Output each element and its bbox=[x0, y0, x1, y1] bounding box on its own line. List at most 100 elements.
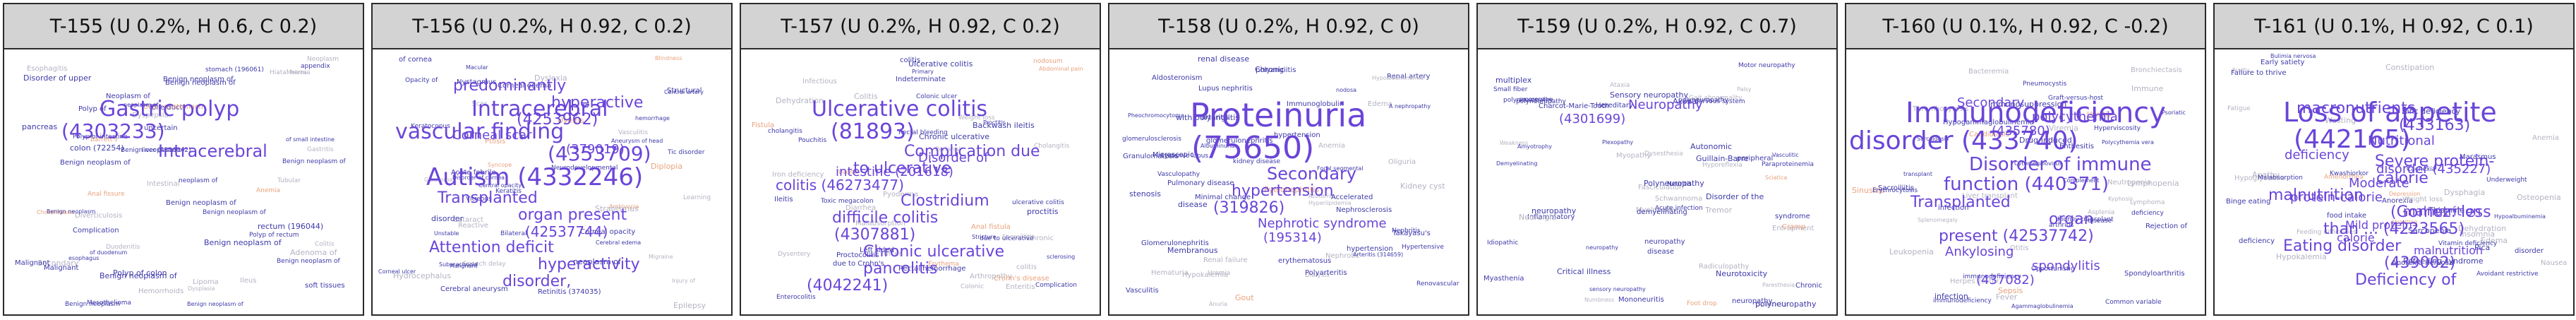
cloud-word-emphasis: Autism (4332246) bbox=[426, 163, 644, 191]
cloud-word: Focal segmental bbox=[1317, 165, 1364, 172]
cloud-word: Bacteremia bbox=[1968, 68, 2009, 76]
cloud-word-emphasis: (195314) bbox=[1263, 230, 1322, 245]
cloud-word: Benign neoplasm of bbox=[100, 271, 177, 280]
cloud-word: Immunoglobulin bbox=[1287, 100, 1344, 108]
cloud-word: Benign neoplasm of bbox=[60, 159, 131, 167]
cloud-word: Dehydration bbox=[776, 96, 824, 105]
cloud-word-emphasis: Intracerebral bbox=[158, 141, 267, 161]
cloud-word: Bronchiectasis bbox=[2131, 66, 2182, 74]
cloud-word: colitis bbox=[1016, 263, 1037, 271]
cloud-word: Scar bbox=[471, 100, 488, 108]
cloud-word: Autonomic bbox=[1690, 142, 1733, 151]
cloud-word: Critical illness bbox=[1557, 267, 1611, 276]
cloud-word: Bulimia nervosa bbox=[2270, 53, 2316, 59]
cloud-word: Thrombocytosis bbox=[1913, 105, 1969, 113]
cloud-word-emphasis: Intracerebral bbox=[471, 97, 608, 122]
cloud-word: pancreas bbox=[22, 122, 58, 131]
cloud-word: Vitamin deficiency bbox=[2438, 240, 2498, 247]
cloud-word: Renal artery bbox=[1387, 73, 1431, 81]
cloud-word: Iritis bbox=[2041, 137, 2057, 145]
cloud-word-emphasis: (433163) bbox=[2399, 117, 2471, 134]
cloud-word: Chronic bbox=[1795, 282, 1822, 290]
cloud-word: disease bbox=[2088, 218, 2112, 225]
cloud-word: Systemic lupus bbox=[1160, 153, 1209, 160]
cloud-word: of cornea bbox=[399, 56, 432, 64]
cloud-word: Iron deficiency bbox=[772, 171, 824, 179]
cloud-word: Erythema bbox=[928, 261, 959, 268]
cloud-word: Chronic bbox=[1255, 65, 1284, 74]
cloud-word: Lupus nephritis bbox=[1198, 85, 1253, 93]
cloud-word: Arthropathy bbox=[970, 273, 1012, 280]
cloud-word: Malabsorption bbox=[855, 220, 905, 227]
cloud-word-emphasis: intestine (201618) bbox=[836, 165, 953, 179]
cloud-word: Dysplasia bbox=[188, 285, 215, 292]
cloud-word: Benign neoplasm of bbox=[282, 158, 346, 165]
cloud-word: Weakness bbox=[1500, 140, 1529, 146]
cloud-word: Left sided bbox=[860, 247, 894, 254]
cloud-word-emphasis: Corneal scar bbox=[452, 128, 532, 143]
cloud-word: Feeding difficulties bbox=[2297, 229, 2357, 236]
cloud-word: A nephropathy bbox=[1389, 103, 1431, 109]
cloud-word: neoplasm of bbox=[179, 177, 218, 184]
cloud-word: Intestinal bbox=[147, 180, 180, 188]
cloud-word: Fatigue bbox=[2227, 105, 2251, 112]
cloud-word: Benign neoplasm of bbox=[204, 238, 282, 247]
cloud-word: Benign neoplasm bbox=[65, 301, 121, 308]
cloud-word: Cholangitis bbox=[1034, 143, 1070, 150]
cloud-word: Membranous bbox=[1167, 246, 1218, 255]
cloud-word: Nystagmus bbox=[457, 78, 497, 86]
cloud-word: Crohn's disease bbox=[994, 275, 1049, 283]
cloud-word: Disorder of upper bbox=[23, 73, 92, 83]
cloud-word: Proctocolitis bbox=[836, 251, 879, 259]
cloud-word: Arteritis (314659) bbox=[1353, 251, 1404, 258]
cloud-word: Ulcer bbox=[884, 250, 902, 258]
cloud-word: Complication bbox=[73, 227, 119, 235]
word-cloud: Fever Bacteremia Sepsis Asplenia deficiency C… bbox=[1846, 49, 2205, 314]
cloud-word: Hypoglycemia bbox=[2234, 174, 2285, 182]
cloud-word: Ileus bbox=[240, 277, 257, 285]
cloud-word: nervous system bbox=[1695, 98, 1745, 105]
cloud-word: Injury of bbox=[672, 278, 695, 284]
cloud-word: Cerebral edema bbox=[596, 239, 642, 246]
cloud-word: Psoriatic bbox=[2162, 109, 2186, 116]
cloud-word: Sciatica bbox=[1765, 174, 1788, 181]
cloud-word: Underweight bbox=[2486, 177, 2527, 184]
cloud-word: Duodenitis bbox=[106, 244, 140, 251]
cloud-word-emphasis: hypertension bbox=[1232, 182, 1334, 200]
cloud-word: Benign neoplasm of bbox=[277, 258, 340, 265]
topic-panel: T-158 (U 0.2%, H 0.92, C 0) Oliguria Anuri… bbox=[1108, 3, 1469, 316]
cloud-word: Dialysis bbox=[1305, 272, 1330, 279]
cloud-word: Amenorrhea bbox=[2324, 174, 2364, 181]
cloud-word: Erythrocytosis bbox=[1872, 187, 1918, 194]
cloud-word-emphasis: to ulcerative bbox=[853, 160, 951, 177]
cloud-word-emphasis: (319826) bbox=[1213, 199, 1285, 217]
cloud-word: Marasmus bbox=[2460, 153, 2496, 161]
cloud-word: hypertension bbox=[1274, 131, 1320, 139]
cloud-word: Axonal bbox=[1673, 97, 1699, 106]
cloud-word: Syncope bbox=[488, 162, 512, 168]
cloud-word: Vasculitis bbox=[618, 129, 649, 136]
cloud-word-emphasis: calorie bbox=[2376, 170, 2428, 187]
cloud-word: Small fiber bbox=[1493, 86, 1528, 93]
cloud-word: nodosa bbox=[1336, 87, 1357, 93]
cloud-word: disorder bbox=[431, 214, 464, 223]
cloud-word-emphasis: present (42537742) bbox=[1939, 227, 2094, 245]
cloud-word: neuropathy bbox=[1586, 244, 1618, 251]
cloud-word: neuropathy bbox=[1732, 297, 1773, 305]
cloud-word: Charcot-Marie-Tooth bbox=[1539, 102, 1609, 110]
cloud-word: Complement bbox=[2063, 177, 2100, 184]
cloud-word: Gout bbox=[1235, 293, 1254, 302]
cloud-word: Amyotrophy bbox=[1517, 143, 1552, 150]
cloud-word-emphasis: (42537744) bbox=[525, 223, 608, 240]
cloud-word: Myelopathy bbox=[1636, 206, 1678, 214]
cloud-word: Lymphopenia bbox=[2127, 179, 2179, 188]
cloud-word: Diverticulosis bbox=[75, 212, 123, 220]
cloud-word: Pulmonary disease bbox=[1167, 179, 1234, 187]
cloud-word: Uremia bbox=[1208, 270, 1231, 277]
cloud-word: Anorexia nervosa bbox=[2392, 259, 2454, 267]
cloud-word: Radiculopathy bbox=[1699, 263, 1750, 271]
cloud-word: Backwash ileitis bbox=[973, 121, 1035, 130]
cloud-word: of small intestine bbox=[286, 136, 335, 143]
cloud-word: Cerebral aneurysm bbox=[440, 285, 508, 293]
cloud-word: Fever bbox=[1996, 292, 2018, 302]
